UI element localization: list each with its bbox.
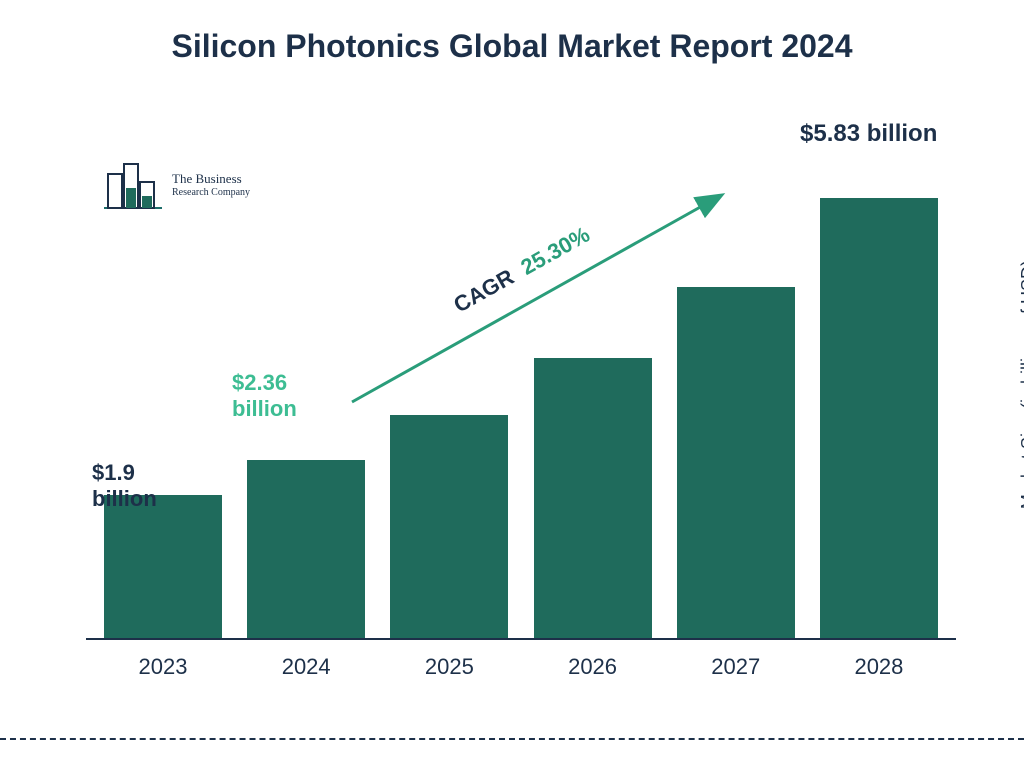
value-label: $2.36billion <box>232 370 297 423</box>
chart-title: Silicon Photonics Global Market Report 2… <box>0 28 1024 65</box>
x-axis-label: 2025 <box>390 654 508 680</box>
bar <box>677 287 795 638</box>
x-axis-label: 2023 <box>104 654 222 680</box>
x-axis-label: 2026 <box>534 654 652 680</box>
bar-slot <box>820 198 938 638</box>
x-axis-line <box>86 638 956 640</box>
bar <box>247 460 365 638</box>
bar <box>390 415 508 638</box>
x-axis-label: 2027 <box>677 654 795 680</box>
bar <box>104 495 222 638</box>
bars-container <box>86 170 956 638</box>
bar-chart: 2023 2024 2025 2026 2027 2028 <box>86 130 956 680</box>
bar <box>534 358 652 638</box>
x-axis-label: 2028 <box>820 654 938 680</box>
bar-slot <box>390 415 508 638</box>
value-label: $5.83 billion <box>800 120 937 149</box>
bar-slot <box>534 358 652 638</box>
bar <box>820 198 938 638</box>
bar-slot <box>247 460 365 638</box>
value-label: $1.9billion <box>92 460 157 513</box>
footer-divider <box>0 738 1024 740</box>
y-axis-label: Market Size (in billions of USD) <box>1018 260 1024 509</box>
x-axis-label: 2024 <box>247 654 365 680</box>
bar-slot <box>104 495 222 638</box>
x-axis-labels: 2023 2024 2025 2026 2027 2028 <box>86 654 956 680</box>
page-root: Silicon Photonics Global Market Report 2… <box>0 0 1024 768</box>
bar-slot <box>677 287 795 638</box>
